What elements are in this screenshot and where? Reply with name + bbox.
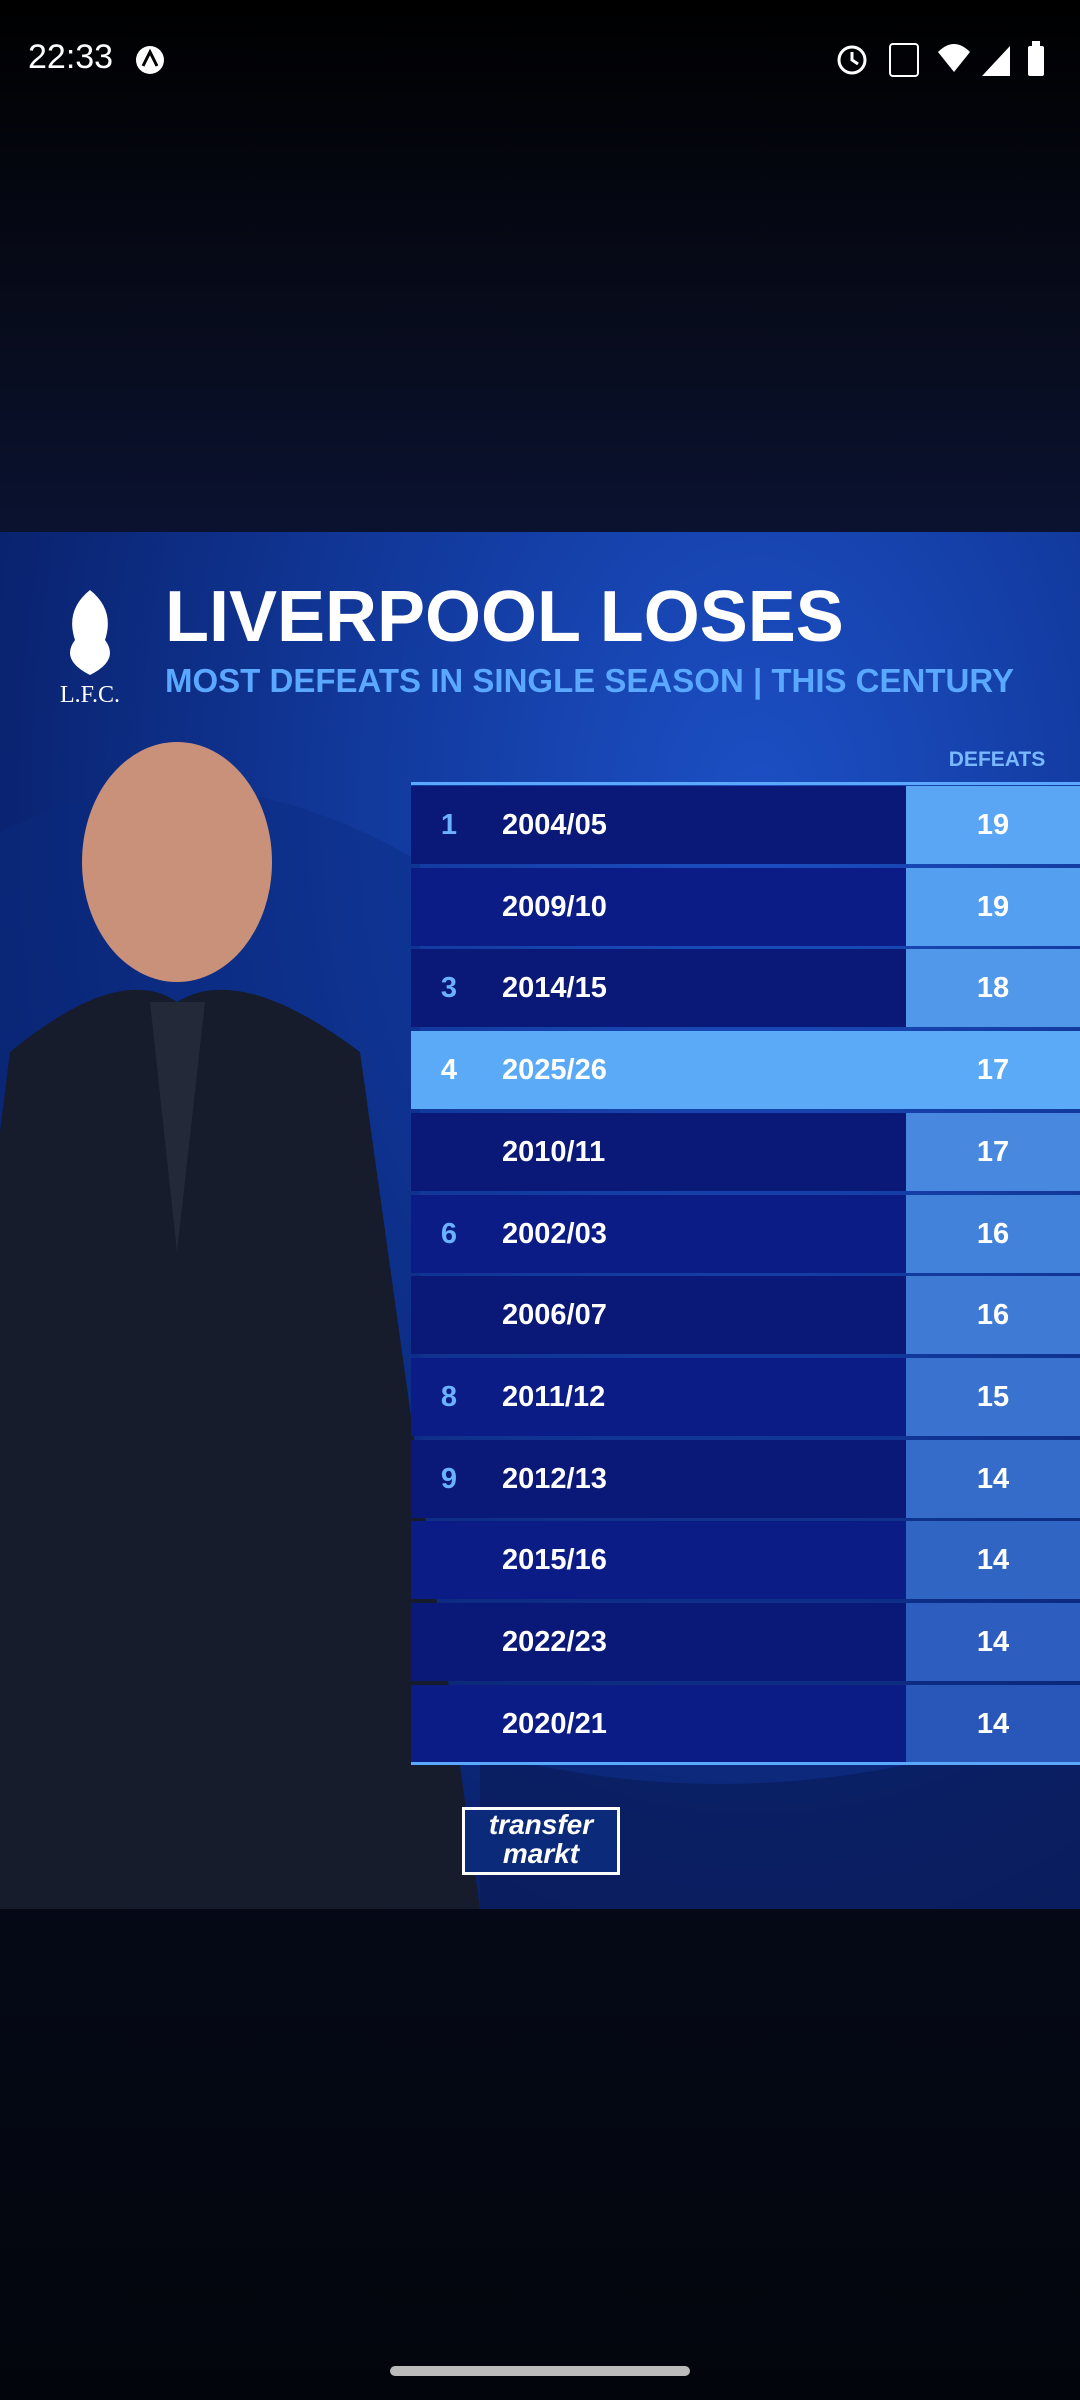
season: 2014/15	[502, 972, 607, 1005]
season-cell-bg	[411, 1521, 906, 1600]
table-row: 4 2025/26 17	[411, 1031, 1080, 1110]
home-indicator	[390, 2366, 690, 2376]
footer-logo: transfer markt	[462, 1807, 620, 1875]
footer-logo-top: transfer	[488, 1809, 594, 1840]
season-cell-bg	[411, 1276, 906, 1355]
season: 2020/21	[502, 1707, 607, 1740]
season-cell-bg	[411, 1439, 906, 1518]
background-art	[0, 742, 1080, 1909]
status-icons	[837, 41, 1044, 77]
table-row: 2006/07 16	[411, 1276, 1080, 1355]
defeats: 19	[976, 890, 1010, 923]
defeats: 17	[976, 1135, 1010, 1168]
club-logo-text: L.F.C.	[60, 682, 120, 708]
defeats: 14	[976, 1626, 1010, 1658]
poster: L.F.C. LIVERPOOL LOSES MOST DEFEATS IN S…	[0, 532, 1080, 1909]
season: 2011/12	[502, 1380, 606, 1413]
rank: 9	[440, 1462, 458, 1495]
value-cell-bg	[906, 1276, 1080, 1355]
defeats: 17	[976, 1054, 1010, 1087]
season-cell-bg	[411, 1684, 906, 1763]
title: LIVERPOOL LOSES	[165, 577, 844, 657]
table-row: 9 2012/13 14	[411, 1439, 1080, 1518]
season: 2015/16	[502, 1544, 607, 1577]
rank: 6	[440, 1217, 458, 1250]
value-cell-bg	[906, 1603, 1080, 1681]
season: 2002/03	[502, 1217, 607, 1250]
table-row: 2022/23 14	[411, 1603, 1080, 1681]
season-cell-bg	[411, 867, 906, 946]
table-row: 2015/16 14	[411, 1521, 1080, 1600]
value-cell-bg	[906, 1194, 1080, 1273]
rank: 3	[440, 972, 458, 1005]
season: 2025/26	[502, 1054, 607, 1087]
table-row: 2020/21 14	[411, 1684, 1080, 1763]
table-top-line	[411, 782, 1080, 785]
value-cell-bg	[906, 867, 1080, 946]
rank: 1	[440, 809, 458, 841]
value-cell-bg	[906, 1112, 1080, 1191]
season: 2004/05	[502, 809, 607, 841]
rank: 4	[440, 1054, 458, 1087]
value-cell-bg	[906, 1439, 1080, 1518]
season: 2006/07	[502, 1299, 607, 1332]
table-row: 6 2002/03 16	[411, 1194, 1080, 1273]
table-bottom-line	[411, 1762, 1080, 1766]
column-header: DEFEATS	[948, 748, 1046, 771]
defeats: 14	[976, 1707, 1010, 1740]
club-logo: L.F.C.	[60, 590, 120, 708]
season: 2022/23	[502, 1626, 607, 1658]
status-icon	[136, 46, 164, 74]
value-cell-bg	[906, 1521, 1080, 1600]
season-cell-bg	[411, 949, 906, 1028]
defeats: 16	[976, 1299, 1010, 1332]
season-cell-bg	[411, 1603, 906, 1681]
defeats: 18	[976, 972, 1010, 1005]
value-cell-bg	[906, 786, 1080, 864]
defeats: 14	[976, 1544, 1010, 1577]
subtitle: MOST DEFEATS IN SINGLE SEASON | THIS CEN…	[165, 662, 1014, 699]
value-cell-bg	[906, 1357, 1080, 1436]
season: 2009/10	[502, 890, 607, 923]
season-cell-bg	[411, 786, 906, 864]
table-row: 3 2014/15 18	[411, 949, 1080, 1028]
season-cell-bg	[411, 1357, 906, 1436]
season: 2010/11	[502, 1135, 606, 1168]
season-cell-bg	[411, 1112, 906, 1191]
table-row: 1 2004/05 19	[411, 786, 1080, 864]
season: 2012/13	[502, 1462, 607, 1495]
defeats: 15	[976, 1380, 1010, 1413]
defeats: 14	[976, 1462, 1010, 1495]
table-row: 2010/11 17	[411, 1112, 1080, 1191]
value-cell-bg	[906, 1684, 1080, 1763]
defeats: 19	[976, 809, 1010, 841]
defeats: 16	[976, 1217, 1010, 1250]
footer-logo-bottom: markt	[502, 1838, 580, 1869]
status-time: 22:33	[28, 38, 114, 76]
table-row: 2009/10 19	[411, 867, 1080, 946]
table-row: 8 2011/12 15	[411, 1357, 1080, 1436]
season-cell-bg	[411, 1194, 906, 1273]
value-cell-bg	[906, 949, 1080, 1028]
rank: 8	[440, 1380, 458, 1413]
